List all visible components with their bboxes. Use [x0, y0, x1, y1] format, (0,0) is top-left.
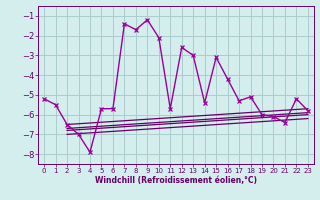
X-axis label: Windchill (Refroidissement éolien,°C): Windchill (Refroidissement éolien,°C): [95, 176, 257, 185]
